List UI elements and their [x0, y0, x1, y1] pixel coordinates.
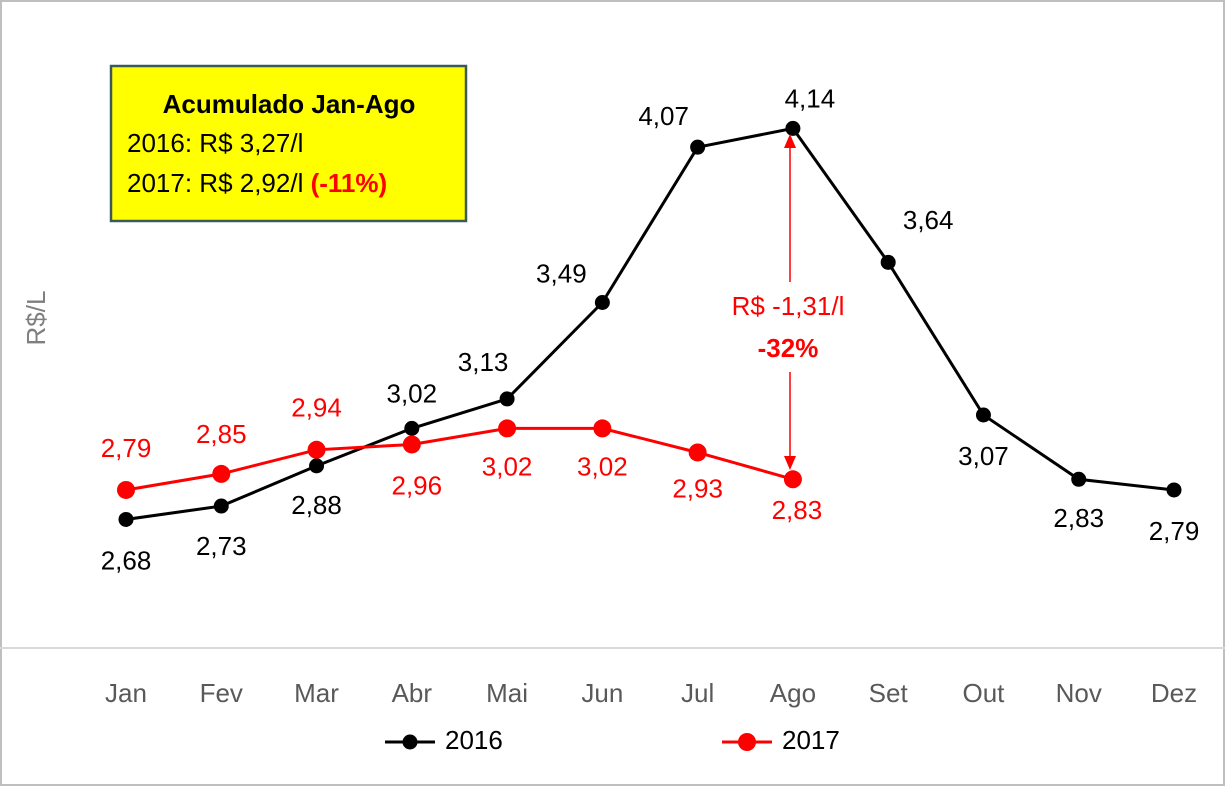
value-label: 2,85	[196, 419, 247, 449]
value-label: 2,79	[101, 433, 152, 463]
x-tick-label: Set	[869, 678, 909, 708]
point	[307, 440, 326, 459]
point	[785, 120, 801, 136]
point	[117, 480, 135, 499]
difference-value: R$ -1,31/l	[732, 291, 845, 321]
value-label: 2,79	[1149, 516, 1200, 546]
value-label: 3,07	[958, 441, 1009, 471]
point	[593, 419, 612, 438]
point	[1166, 482, 1182, 498]
x-tick-label: Mai	[486, 678, 528, 708]
point	[309, 458, 325, 474]
value-label: 3,49	[536, 258, 587, 288]
summary-box: Acumulado Jan-Ago 2016: R$ 3,27/l 2017: …	[109, 64, 468, 223]
point	[783, 470, 802, 489]
legend-marker	[738, 733, 756, 751]
value-label: 2,83	[772, 495, 823, 525]
summary-title: Acumulado Jan-Ago	[163, 89, 416, 119]
value-label: 2,68	[101, 545, 152, 575]
value-label: 2,94	[291, 393, 342, 423]
legend-marker	[402, 734, 418, 750]
point	[213, 498, 229, 514]
x-tick-label: Abr	[392, 678, 433, 708]
value-label: 3,02	[482, 451, 533, 481]
value-label: 3,13	[458, 347, 509, 377]
value-label: 3,64	[903, 205, 954, 235]
legend-label: 2016	[445, 725, 503, 755]
point	[594, 295, 610, 311]
series-line	[125, 426, 794, 492]
point	[498, 419, 517, 438]
point	[499, 391, 515, 407]
summary-line: 2017: R$ 2,92/l (-11%)	[127, 168, 387, 198]
value-label: 2,83	[1053, 503, 1104, 533]
summary-line: 2016: R$ 3,27/l	[127, 128, 303, 158]
x-tick-label: Jul	[681, 678, 714, 708]
x-tick-label: Nov	[1056, 678, 1102, 708]
summary-line-text: 2017: R$ 2,92/l	[127, 168, 303, 198]
y-axis-label: R$/L	[21, 291, 51, 346]
x-tick-label: Fev	[200, 678, 243, 708]
point	[975, 407, 991, 423]
value-label: 3,02	[387, 378, 438, 408]
point	[688, 443, 707, 462]
point	[118, 511, 134, 527]
difference-percent: -32%	[758, 333, 819, 363]
x-tick-label: Mar	[294, 678, 339, 708]
x-tick-label: Jan	[105, 678, 147, 708]
value-label: 2,93	[672, 473, 723, 503]
x-tick-label: Ago	[770, 678, 816, 708]
value-label: 4,07	[638, 101, 689, 131]
point	[402, 435, 421, 454]
arrow-head	[784, 134, 796, 148]
summary-box-bg	[109, 64, 468, 223]
x-tick-label: Dez	[1151, 678, 1197, 708]
value-label: 3,02	[577, 451, 628, 481]
value-label: 2,73	[196, 531, 247, 561]
value-label: 2,88	[291, 490, 342, 520]
arrow-head	[784, 456, 796, 470]
x-tick-label: Out	[962, 678, 1005, 708]
summary-highlight: (-11%)	[311, 168, 388, 198]
value-label: 4,14	[785, 83, 836, 113]
difference-arrow: R$ -1,31/l -32%	[732, 134, 845, 470]
point	[404, 420, 420, 436]
legend-label: 2017	[782, 725, 840, 755]
series-line	[125, 126, 1175, 521]
value-label: 2,96	[392, 470, 443, 500]
point	[880, 254, 896, 270]
x-tick-label: Jun	[581, 678, 623, 708]
point	[690, 139, 706, 155]
point	[212, 464, 231, 483]
point	[1071, 471, 1087, 487]
